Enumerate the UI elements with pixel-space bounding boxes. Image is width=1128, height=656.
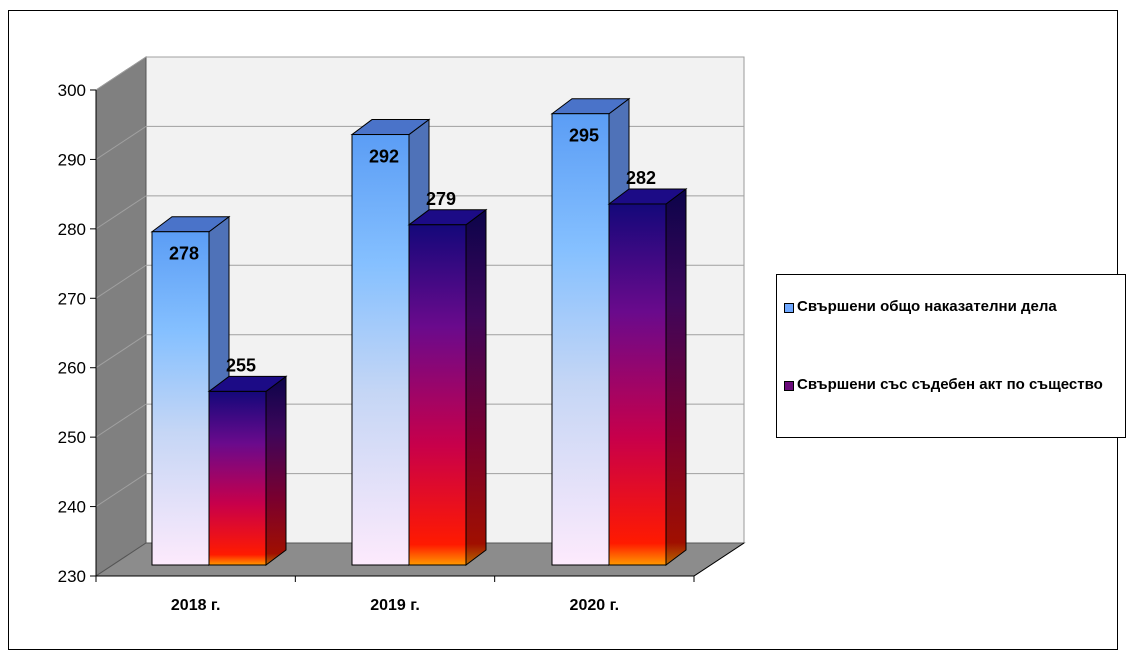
data-label: 282 [626,168,656,188]
bar-side [265,375,287,566]
legend-item-total: Свършени общо наказателни дела [784,297,1114,317]
side-wall [95,56,147,577]
bar [351,134,410,566]
y-tick-label: 270 [58,289,86,308]
bars [150,97,688,566]
data-label: 292 [369,147,399,167]
legend-label-merits: Свършени със съдебен акт по същество [797,376,1103,393]
data-label: 295 [569,126,599,146]
gridline-side [95,264,147,299]
x-axis-depth-line [693,542,745,577]
legend-swatch-total [784,303,794,313]
legend-item-merits: Свършени със съдебен акт по същество [784,375,1114,395]
bar [208,390,267,566]
gridline-side [95,195,147,230]
gridline-side [95,473,147,507]
y-tick-label: 290 [58,150,86,169]
y-tick-label: 240 [58,498,86,517]
data-label: 279 [426,189,456,209]
bar-side [465,208,487,566]
y-tick-label: 280 [58,220,86,239]
bar [608,203,667,566]
x-tick-label: 2018 г. [171,597,221,614]
data-label: 278 [169,244,199,264]
y-tick-label: 260 [58,359,86,378]
bar [151,231,210,566]
gridline-side [95,126,147,160]
bar-side [665,187,687,566]
y-tick-label: 250 [58,428,86,447]
y-tick-label: 300 [58,81,86,100]
legend: Свършени общо наказателни дела Свършени … [776,274,1126,438]
legend-swatch-merits [784,381,794,391]
bar [551,113,610,566]
bar [408,224,467,566]
gridline-side [95,334,147,369]
x-tick-label: 2020 г. [570,597,620,614]
gridline-side [95,56,147,91]
x-tick-label: 2019 г. [370,597,420,614]
gridline-side [95,403,147,438]
axes: 230 240 250 260 270 280 290 300 2018 г. 2019 г. 20… [58,81,745,614]
data-labels: 278 255 292 279 295 282 [169,126,656,376]
legend-label-total: Свършени общо наказателни дела [797,298,1057,315]
data-label: 255 [226,355,256,375]
y-tick-label: 230 [58,567,86,586]
